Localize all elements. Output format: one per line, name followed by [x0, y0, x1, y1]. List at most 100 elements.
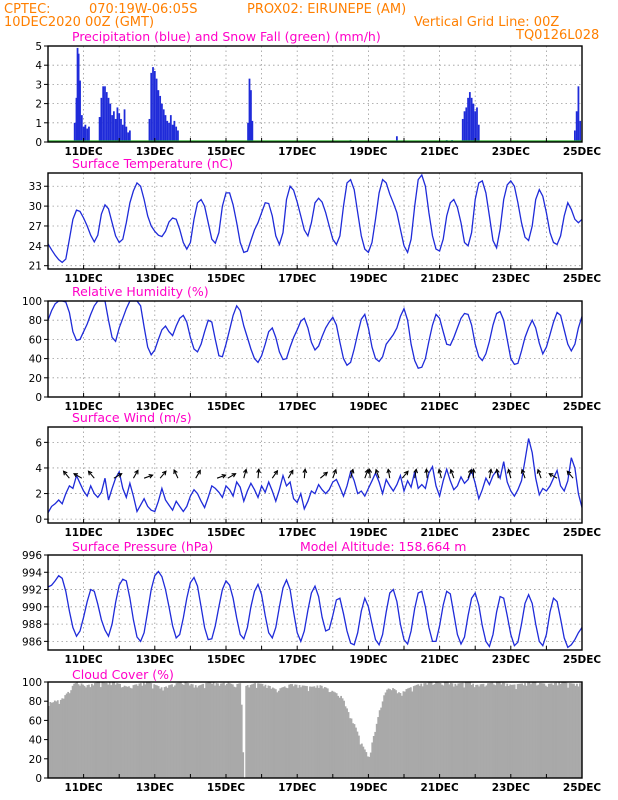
- cloud-bar: [497, 682, 500, 778]
- cloud-bar: [107, 684, 110, 778]
- y-tick-label: 4: [35, 60, 42, 72]
- wind-arrow-shaft: [507, 469, 512, 479]
- cloud-bar: [74, 682, 77, 778]
- y-tick-label: 24: [29, 241, 43, 253]
- cloud-bar: [64, 695, 67, 778]
- precip-bar: [107, 97, 110, 142]
- cloud-bar: [279, 688, 282, 778]
- cloud-bar: [150, 683, 153, 778]
- cloud-bar: [475, 684, 477, 778]
- cloud-bar: [138, 683, 141, 778]
- precip-bar: [171, 124, 174, 142]
- cloud-bar: [556, 685, 559, 778]
- wind-arrow-head: [449, 468, 455, 474]
- wind-arrow-head: [289, 469, 294, 475]
- y-tick-label: 20: [29, 754, 42, 766]
- cloud-bar: [215, 683, 218, 778]
- precip-bar: [123, 109, 126, 142]
- pressure-xaxis: 11DEC 13DEC 15DEC 17DEC 19DEC 21DEC 23DEC 25DEC: [64, 646, 601, 666]
- precip-bar: [88, 126, 90, 142]
- cloud-bar: [50, 702, 53, 778]
- wind-arrow-shaft: [257, 469, 260, 479]
- cloud-bar: [200, 684, 203, 778]
- wind-arrow-head: [256, 468, 261, 474]
- precip-bars: [48, 47, 582, 142]
- wind-arrow: [113, 473, 123, 479]
- cloud-bar: [261, 683, 264, 778]
- cloud-bar: [347, 712, 350, 778]
- cloud-bar: [491, 682, 494, 778]
- x-tick-label: 15DEC: [207, 527, 246, 539]
- cloud-bar: [568, 683, 571, 778]
- x-tick-label: 15DEC: [207, 146, 246, 158]
- wind-arrow: [227, 473, 237, 479]
- cloud-bar: [476, 684, 479, 778]
- cloud-bar: [231, 684, 234, 778]
- cloud-bar: [267, 685, 270, 778]
- wind-arrow: [566, 470, 574, 479]
- precip-bar: [118, 113, 121, 142]
- precip-frame: [47, 45, 583, 143]
- precip-bar: [128, 130, 131, 142]
- cloud-bar: [309, 686, 311, 778]
- cloud-bar: [237, 683, 240, 778]
- wind-grid: [48, 427, 582, 523]
- precip-title: Precipitation (blue) and Snow Fall (gree…: [72, 29, 381, 44]
- cloud-bar: [319, 685, 322, 778]
- header-model-code: TQ0126L028: [515, 28, 599, 43]
- y-tick-label: 80: [29, 696, 42, 708]
- wind-arrow-head: [134, 469, 139, 475]
- cloud-bar: [226, 683, 228, 778]
- y-tick-label: 27: [29, 221, 42, 233]
- cloud-bar: [190, 683, 193, 778]
- cloud-bar: [113, 682, 116, 778]
- cloud-bar: [181, 684, 184, 778]
- temperature-line: [47, 173, 583, 264]
- cloud-bar: [120, 687, 123, 778]
- cloud-bar: [191, 684, 194, 778]
- wind-arrow-head: [161, 470, 167, 476]
- cloud-bar: [180, 682, 182, 778]
- cloud-bar: [518, 683, 520, 778]
- wind-arrow-head: [196, 469, 201, 475]
- cloud-bar: [389, 689, 391, 778]
- cloud-bar: [317, 687, 320, 778]
- cloud-bar: [208, 682, 210, 778]
- cloud-bar: [408, 687, 411, 778]
- wind-arrow-shaft: [132, 470, 139, 479]
- cloud-bar: [202, 683, 205, 778]
- x-tick-label: 19DEC: [349, 782, 388, 794]
- cloud-bar: [531, 682, 534, 778]
- precip-bar: [125, 126, 128, 142]
- cloud-bar: [80, 683, 83, 778]
- cloud-bar: [533, 682, 535, 778]
- wind-arrow-head: [506, 468, 512, 474]
- wind-arrow: [488, 468, 493, 479]
- wind-arrow-head: [73, 473, 79, 478]
- cloud-bar: [49, 702, 52, 778]
- y-tick-label: 996: [22, 550, 42, 562]
- cloud-bar: [359, 744, 362, 778]
- cloud-bar: [509, 684, 512, 778]
- cloud-bar: [362, 746, 365, 778]
- cloud-bar: [372, 736, 375, 778]
- cloud-bar: [567, 687, 569, 778]
- precip-xaxis: 11DEC 13DEC 15DEC 17DEC 19DEC 21DEC 23DEC 25DEC: [64, 138, 601, 158]
- cloud-bar: [546, 686, 549, 778]
- cloud-title: Cloud Cover (%): [72, 667, 174, 682]
- cloud-bar: [114, 684, 117, 778]
- cloud-bar: [312, 686, 314, 778]
- wind-arrow: [173, 469, 179, 479]
- cloud-bar: [249, 684, 252, 778]
- cloud-bar: [274, 689, 277, 778]
- precip-bar: [112, 111, 115, 142]
- cloud-bar: [418, 685, 421, 778]
- precip-bar: [470, 97, 473, 142]
- cloud-bar: [160, 687, 163, 778]
- wind-arrow-shaft: [450, 469, 455, 479]
- cloud-bar: [52, 702, 55, 778]
- precip-bar: [247, 122, 249, 142]
- x-tick-label: 13DEC: [136, 527, 175, 539]
- cloud-bar: [487, 683, 489, 778]
